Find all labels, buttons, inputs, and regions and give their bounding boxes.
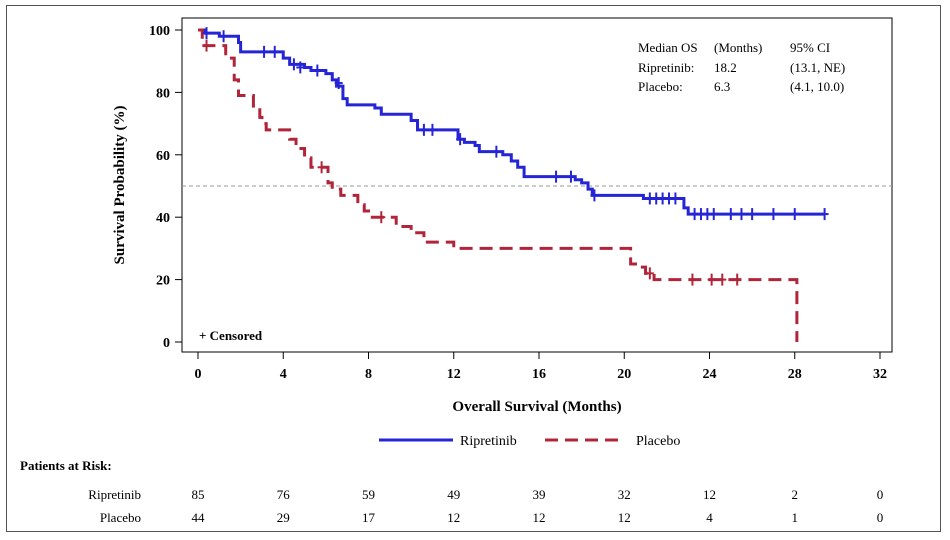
x-tick-label: 32 — [873, 367, 887, 382]
median-os-annotation: Median OS (Months) 95% CI Ripretinib: 18… — [638, 40, 845, 94]
risk-cell: 1 — [792, 510, 799, 525]
risk-cell: 0 — [877, 487, 884, 502]
censor-mark-ripretinib — [737, 208, 746, 221]
censor-mark-ripretinib — [260, 45, 269, 58]
risk-cell: 12 — [533, 510, 546, 525]
plot-area — [181, 17, 893, 353]
annotation-placebo-label: Placebo: — [638, 79, 683, 94]
risk-cell: 59 — [362, 487, 375, 502]
x-axis-label: Overall Survival (Months) — [452, 399, 621, 415]
survival-curve-placebo — [198, 28, 799, 342]
x-tick-label: 4 — [280, 367, 287, 382]
x-tick-label: 24 — [703, 367, 717, 382]
censor-mark-ripretinib — [428, 123, 437, 136]
censor-mark-placebo — [202, 39, 211, 52]
censor-mark-ripretinib — [270, 45, 279, 58]
risk-table-title: Patients at Risk: — [20, 458, 112, 473]
censor-mark-placebo — [688, 273, 697, 286]
censor-mark-ripretinib — [552, 170, 561, 183]
censor-mark-placebo — [645, 267, 654, 280]
censor-mark-ripretinib — [769, 208, 778, 221]
censor-marks — [202, 27, 829, 286]
annotation-ripretinib-ci: (13.1, NE) — [790, 60, 845, 75]
censor-mark-ripretinib — [671, 192, 680, 205]
plot-border — [181, 17, 893, 353]
risk-cell: 12 — [703, 487, 716, 502]
risk-table-rows: Ripretinib 85 76 59 49 39 32 12 2 0 Placebo 44 29 17 1… — [88, 487, 883, 525]
censor-mark-ripretinib — [726, 208, 735, 221]
risk-cell: 49 — [447, 487, 460, 502]
y-tick-label: 100 — [149, 24, 170, 39]
risk-cell: 0 — [877, 510, 884, 525]
risk-cell: 4 — [706, 510, 713, 525]
censor-mark-ripretinib — [820, 208, 829, 221]
censor-mark-ripretinib — [202, 27, 211, 40]
risk-cell: 39 — [533, 487, 546, 502]
censor-mark-ripretinib — [289, 58, 298, 71]
censor-mark-placebo — [377, 211, 386, 224]
x-tick-label: 0 — [195, 367, 202, 382]
y-tick-label: 80 — [156, 86, 170, 101]
annotation-ripretinib-median: 18.2 — [714, 60, 737, 75]
censor-mark-ripretinib — [456, 133, 465, 146]
risk-cell: 29 — [277, 510, 290, 525]
legend-label-ripretinib: Ripretinib — [460, 434, 517, 449]
censor-mark-ripretinib — [419, 123, 428, 136]
annotation-placebo-ci: (4.1, 10.0) — [790, 79, 844, 94]
annotation-header-months: (Months) — [714, 40, 762, 55]
risk-cell: 44 — [192, 510, 206, 525]
y-axis: 0 20 40 60 80 100 — [149, 24, 182, 351]
x-tick-label: 28 — [788, 367, 802, 382]
risk-cell: 17 — [362, 510, 376, 525]
risk-row-label: Ripretinib — [88, 487, 141, 502]
risk-row-label: Placebo — [100, 510, 141, 525]
x-axis: 0 4 8 12 16 20 24 28 32 — [195, 352, 887, 382]
risk-cell: 12 — [447, 510, 460, 525]
y-tick-label: 0 — [163, 336, 170, 351]
annotation-header-ci: 95% CI — [790, 40, 830, 55]
y-axis-label: Survival Probability (%) — [112, 106, 128, 265]
censor-mark-ripretinib — [313, 64, 322, 77]
annotation-header-median: Median OS — [638, 40, 698, 55]
x-tick-label: 16 — [532, 367, 546, 382]
censor-mark-placebo — [707, 273, 716, 286]
risk-cell: 32 — [618, 487, 631, 502]
censor-mark-placebo — [317, 161, 326, 174]
legend: Ripretinib Placebo — [379, 434, 680, 449]
x-tick-label: 8 — [365, 367, 372, 382]
figure-frame — [6, 5, 941, 532]
risk-cell: 85 — [192, 487, 205, 502]
risk-cell: 12 — [618, 510, 631, 525]
y-tick-label: 40 — [156, 211, 170, 226]
censor-mark-ripretinib — [590, 189, 599, 202]
censor-mark-placebo — [718, 273, 727, 286]
x-tick-label: 12 — [447, 367, 461, 382]
annotation-ripretinib-label: Ripretinib: — [638, 60, 694, 75]
risk-cell: 76 — [277, 487, 291, 502]
annotation-placebo-median: 6.3 — [714, 79, 730, 94]
censor-mark-ripretinib — [748, 208, 757, 221]
risk-table: Patients at Risk: Ripretinib 85 76 59 49 39 32… — [20, 458, 883, 525]
legend-label-placebo: Placebo — [636, 434, 680, 449]
survival-curves — [198, 28, 825, 342]
censor-mark-placebo — [733, 273, 742, 286]
censor-mark-ripretinib — [492, 145, 501, 158]
x-tick-label: 20 — [617, 367, 631, 382]
y-tick-label: 60 — [156, 149, 170, 164]
censor-mark-ripretinib — [296, 61, 305, 74]
censor-mark-ripretinib — [566, 170, 575, 183]
censor-mark-ripretinib — [709, 208, 718, 221]
y-tick-label: 20 — [156, 274, 170, 289]
censor-mark-ripretinib — [790, 208, 799, 221]
censor-mark-ripretinib — [219, 30, 228, 43]
censor-mark-ripretinib — [334, 77, 343, 90]
survival-curve-ripretinib — [198, 28, 825, 216]
censored-note: + Censored — [199, 328, 263, 343]
risk-cell: 2 — [792, 487, 799, 502]
